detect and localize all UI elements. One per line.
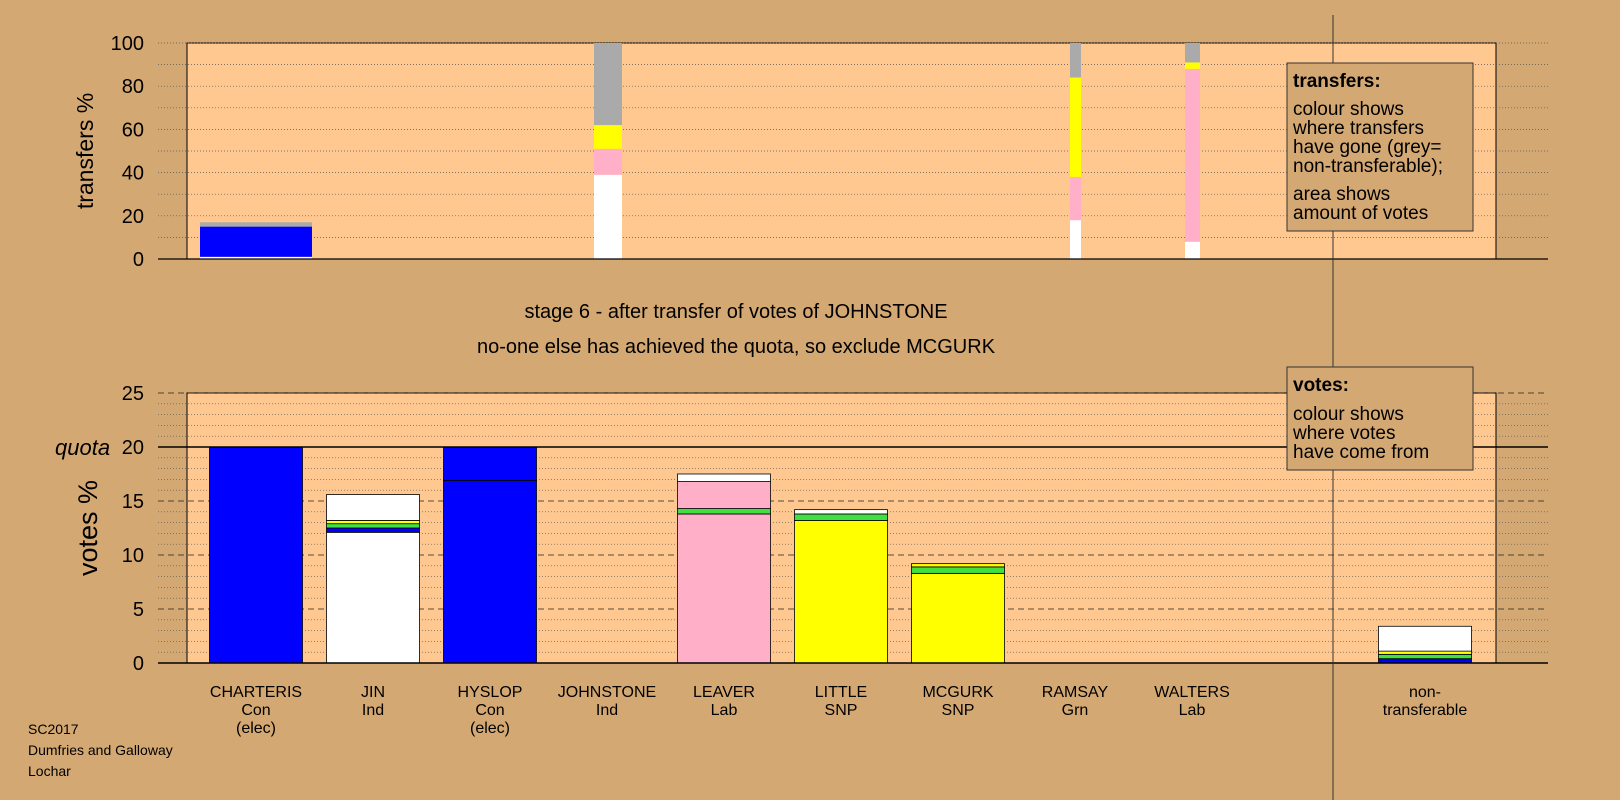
transfer-segment (200, 222, 312, 227)
votes-legend-line: have come from (1293, 442, 1429, 463)
y-tick-label: 20 (122, 206, 144, 228)
candidate-label: SNP (942, 702, 975, 719)
candidate-label: transferable (1383, 702, 1468, 719)
vote-segment (677, 473, 771, 482)
footer-line-1: SC2017 (28, 721, 79, 737)
y-tick-label: 80 (122, 76, 144, 98)
candidate-label: Ind (596, 702, 618, 719)
transfer-segment (1185, 43, 1200, 63)
transfer-segment (1185, 62, 1200, 69)
transfers-legend-line: non-transferable); (1293, 156, 1443, 177)
vote-segment (1378, 625, 1472, 652)
transfers-legend-line: where transfers (1292, 118, 1424, 139)
transfer-segment (1070, 176, 1081, 221)
transfer-segment (1070, 220, 1081, 259)
vote-segment (911, 563, 1005, 568)
transfers-legend-box (1286, 62, 1474, 232)
footer: SC2017 Dumfries and Galloway Lochar (28, 721, 173, 779)
vote-segment (794, 509, 888, 515)
transfer-segment (200, 226, 312, 257)
candidate-label: (elec) (236, 720, 276, 737)
vote-segment (911, 572, 1005, 664)
footer-line-3: Lochar (28, 763, 71, 779)
vote-segment (326, 527, 420, 533)
vote-segment (1378, 650, 1472, 655)
quota-label: quota (55, 435, 110, 460)
candidate-label: LEAVER (693, 684, 755, 701)
vote-segment (326, 520, 420, 525)
candidate-label: Lab (711, 702, 738, 719)
transfer-segment (1070, 43, 1081, 78)
candidate-label: HYSLOP (458, 684, 523, 701)
candidate-label: JOHNSTONE (558, 684, 656, 701)
vote-segment (443, 480, 537, 664)
candidate-label: MCGURK (922, 684, 993, 701)
transfers-legend-line: colour shows (1293, 99, 1404, 120)
vote-segment (326, 523, 420, 529)
vote-segment (443, 446, 537, 481)
votes-legend: votes: colour shows where votes have com… (1286, 366, 1474, 471)
candidate-label: RAMSAY (1042, 684, 1109, 701)
transfers-legend-line: have gone (grey= (1293, 137, 1441, 158)
y-tick-label: 40 (122, 163, 144, 185)
candidate-label: WALTERS (1154, 684, 1230, 701)
y-tick-label: 60 (122, 119, 144, 141)
candidate-label: SNP (825, 702, 858, 719)
transfers-legend-line: amount of votes (1293, 203, 1428, 224)
vote-segment (209, 446, 303, 664)
votes-legend-heading: votes: (1293, 375, 1349, 396)
vote-segment (677, 508, 771, 515)
candidate-label: Con (241, 702, 270, 719)
y-axis-label: votes % (73, 480, 103, 576)
vote-segment (677, 481, 771, 509)
transfer-segment (1185, 68, 1200, 242)
y-tick-label: 25 (122, 383, 144, 405)
candidate-label: (elec) (470, 720, 510, 737)
transfer-segment (594, 125, 622, 149)
vote-segment (326, 531, 420, 664)
y-tick-label: 15 (122, 491, 144, 513)
stage-title: stage 6 - after transfer of votes of JOH… (524, 301, 947, 323)
y-tick-label: 100 (111, 33, 144, 55)
transfer-segment (200, 256, 312, 259)
transfers-legend-heading: transfers: (1293, 71, 1381, 92)
candidate-label: non- (1409, 684, 1441, 701)
transfer-segment (1185, 241, 1200, 259)
y-axis-label: transfers % (72, 93, 98, 209)
y-tick-label: 20 (122, 437, 144, 459)
transfers-legend-line: area shows (1293, 184, 1390, 205)
vote-segment (1378, 653, 1472, 660)
candidate-label: Con (475, 702, 504, 719)
y-tick-label: 5 (133, 599, 144, 621)
candidate-label: LITTLE (815, 684, 867, 701)
candidate-label: Ind (362, 702, 384, 719)
transfer-segment (594, 148, 622, 175)
vote-segment (794, 520, 888, 664)
candidate-label: CHARTERIS (210, 684, 302, 701)
candidate-label: Grn (1062, 702, 1089, 719)
vote-segment (677, 513, 771, 664)
transfer-segment (1070, 77, 1081, 177)
votes-legend-line: where votes (1292, 423, 1395, 444)
vote-segment (794, 513, 888, 521)
transfers-legend: transfers: colour shows where transfers … (1286, 62, 1474, 232)
candidate-label: Lab (1179, 702, 1206, 719)
y-tick-label: 0 (133, 249, 144, 271)
y-tick-label: 10 (122, 545, 144, 567)
votes-legend-line: colour shows (1293, 404, 1404, 425)
candidate-label: JIN (361, 684, 385, 701)
transfers-plot: 0 20 40 60 80 100 transfers % (72, 33, 1548, 271)
stage-subtitle: no-one else has achieved the quota, so e… (477, 336, 996, 358)
transfer-segment (594, 43, 622, 126)
votes-legend-box (1286, 366, 1474, 471)
footer-line-2: Dumfries and Galloway (28, 742, 173, 758)
y-tick-label: 0 (133, 653, 144, 675)
vote-segment (911, 566, 1005, 574)
vote-segment (326, 494, 420, 521)
transfer-segment (594, 174, 622, 259)
